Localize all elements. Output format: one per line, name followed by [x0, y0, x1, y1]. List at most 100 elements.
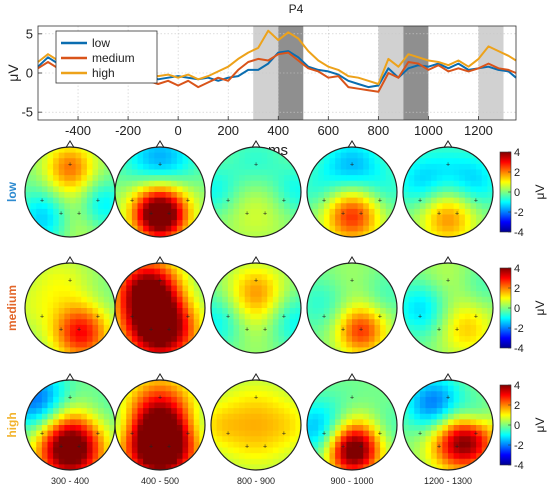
head-outline: [114, 262, 206, 354]
nose-icon: [65, 373, 75, 381]
electrode-marker: +: [418, 431, 422, 438]
electrode-marker: +: [245, 211, 249, 218]
electrode-marker: +: [282, 431, 286, 438]
row-label-low: low: [5, 181, 19, 202]
y-tick-label: 0: [26, 66, 33, 81]
electrode-marker: +: [96, 431, 100, 438]
electrode-marker: +: [263, 327, 267, 334]
x-tick-label: -400: [65, 123, 91, 138]
colorbar-tick-label: 4: [514, 263, 520, 275]
nose-icon: [251, 256, 261, 264]
electrode-marker: +: [40, 314, 44, 321]
electrode-marker: +: [68, 162, 72, 169]
y-axis-ticks: -5 0 5: [21, 26, 42, 120]
electrode-marker: +: [359, 211, 363, 218]
x-axis-ticks: -400 -200 0 200 400 600 800 1000 1200: [65, 116, 493, 138]
electrode-marker: +: [186, 198, 190, 205]
time-window-label: 800 - 900: [237, 476, 275, 486]
x-tick-label: 1200: [464, 123, 493, 138]
electrode-marker: +: [77, 211, 81, 218]
head-outline: [306, 262, 398, 354]
topomap-high-2: + + + + +: [114, 373, 206, 471]
head-outline: [114, 379, 206, 471]
electrode-marker: +: [149, 444, 153, 451]
colorbar-tick-label: -4: [514, 343, 524, 355]
topomap-high-3: + + + + +: [210, 373, 302, 471]
colorbar-tick-label: -4: [514, 460, 524, 472]
colorbar-tick-label: 0: [514, 187, 520, 199]
y-tick-label: -5: [21, 105, 33, 120]
x-tick-label: 200: [217, 123, 239, 138]
head-outline: [306, 379, 398, 471]
colorbar-tick-label: -4: [514, 227, 524, 239]
colorbar-tick-label: 0: [514, 420, 520, 432]
nose-icon: [65, 140, 75, 148]
electrode-marker: +: [437, 327, 441, 334]
chart-title: P4: [289, 2, 304, 16]
electrode-marker: +: [378, 314, 382, 321]
colorbar-tick-label: 4: [514, 380, 520, 392]
x-tick-label: 400: [267, 123, 289, 138]
nose-icon: [443, 373, 453, 381]
electrode-marker: +: [226, 198, 230, 205]
electrode-marker: +: [437, 211, 441, 218]
electrode-marker: +: [446, 162, 450, 169]
electrode-marker: +: [263, 444, 267, 451]
electrode-marker: +: [455, 444, 459, 451]
electrode-marker: +: [40, 198, 44, 205]
colorbar-tick-label: 2: [514, 167, 520, 179]
colorbar-high: 4 2 0 -2 -4 μV: [499, 380, 547, 472]
electrode-marker: +: [186, 314, 190, 321]
nose-icon: [347, 373, 357, 381]
electrode-marker: +: [59, 444, 63, 451]
topomap-low-4: + + + + +: [306, 140, 398, 238]
head-outline: [210, 379, 302, 471]
electrode-marker: +: [245, 327, 249, 334]
electrode-marker: +: [418, 198, 422, 205]
electrode-marker: +: [130, 314, 134, 321]
electrode-marker: +: [40, 431, 44, 438]
head-outline: [210, 146, 302, 238]
electrode-marker: +: [418, 314, 422, 321]
x-tick-label: 800: [368, 123, 390, 138]
electrode-marker: +: [254, 278, 258, 285]
erp-line-chart: P4 -400 -200 0 200 400 600 800 1000 1200 -505 ms…: [5, 2, 517, 159]
colorbar-tick-label: 2: [514, 400, 520, 412]
time-window-labels: 300 - 400 400 - 500 800 - 900 900 - 1000 120…: [51, 476, 472, 486]
shade-window-900-1000: [403, 26, 429, 120]
x-tick-label: 0: [175, 123, 182, 138]
colorbar-tick-label: -2: [514, 207, 524, 219]
electrode-marker: +: [59, 327, 63, 334]
row-label-medium: medium: [5, 285, 19, 331]
electrode-marker: +: [474, 431, 478, 438]
head-outline: [402, 379, 494, 471]
nose-icon: [155, 140, 165, 148]
row-label-high: high: [5, 412, 19, 437]
electrode-marker: +: [350, 278, 354, 285]
topomap-low-1: + + + + +: [24, 140, 116, 238]
topomap-low-5: + + + + +: [402, 140, 494, 238]
nose-icon: [347, 140, 357, 148]
electrode-marker: +: [282, 314, 286, 321]
x-tick-label: 1000: [414, 123, 443, 138]
topomap-high-5: + + + + +: [402, 373, 494, 471]
electrode-marker: +: [254, 162, 258, 169]
electrode-marker: +: [59, 211, 63, 218]
electrode-marker: +: [322, 198, 326, 205]
nose-icon: [443, 256, 453, 264]
electrode-marker: +: [186, 431, 190, 438]
electrode-marker: +: [341, 444, 345, 451]
head-outline: [402, 146, 494, 238]
colorbar-label: μV: [533, 418, 547, 433]
electrode-marker: +: [77, 327, 81, 334]
colorbar-tick-label: 2: [514, 283, 520, 295]
colorbar-tick-label: -2: [514, 323, 524, 335]
electrode-marker: +: [96, 198, 100, 205]
electrode-marker: +: [149, 327, 153, 334]
condition-row-labels: low medium high: [5, 181, 19, 437]
y-axis-label: μV: [5, 64, 21, 82]
colorbar-tick-label: 0: [514, 303, 520, 315]
electrode-marker: +: [226, 431, 230, 438]
electrode-marker: +: [322, 314, 326, 321]
